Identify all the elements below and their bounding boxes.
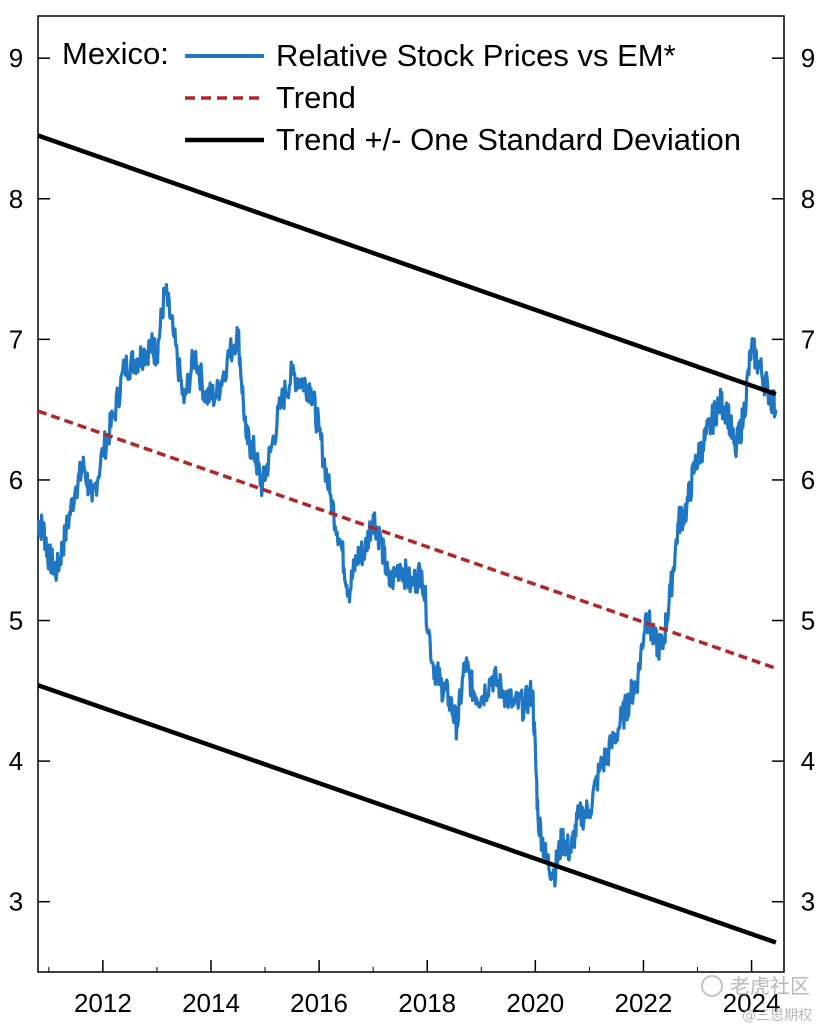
y-tick-label-left: 5 [9,606,23,636]
series-trend-plus-one-sd [37,133,777,397]
legend-label-std-dev: Trend +/- One Standard Deviation [276,122,741,157]
x-tick-label: 2016 [290,988,348,1018]
watermark: 老虎社区 @三思期权 [701,974,812,1024]
y-tick-label-right: 7 [801,324,815,354]
series-relative-stock-prices [36,283,778,888]
y-tick-label-left: 8 [9,184,23,214]
x-tick-label: 2012 [74,988,132,1018]
watermark-line1: 老虎社区 [730,974,810,998]
y-tick-label-right: 5 [801,606,815,636]
x-tick-label: 2024 [723,988,781,1018]
y-tick-label-left: 7 [9,324,23,354]
y-tick-label-left: 4 [9,746,23,776]
y-tick-label-right: 3 [801,887,815,917]
series-trend-minus-one-sd [37,683,777,945]
bottom-axis-ticks: 2012 2014 2016 2018 2020 2022 2024 [48,960,781,1018]
y-tick-label-right: 4 [801,746,815,776]
legend-label-trend: Trend [276,80,356,115]
plot-frame [37,15,785,973]
legend: Mexico: Relative Stock Prices vs EM* Tre… [62,36,741,157]
x-tick-label: 2022 [615,988,673,1018]
y-tick-label-left: 9 [9,43,23,73]
watermark-logo-icon [701,975,723,997]
watermark-line2: @三思期权 [742,1008,812,1024]
x-tick-label: 2018 [398,988,456,1018]
legend-label-relative-prices: Relative Stock Prices vs EM* [276,38,676,73]
left-axis-ticks: 3 4 5 6 7 8 9 [9,43,50,917]
series-trend [37,409,777,670]
y-tick-label-left: 6 [9,465,23,495]
y-tick-label-right: 8 [801,184,815,214]
series-layer [36,133,778,945]
y-tick-label-right: 9 [801,43,815,73]
x-tick-label: 2014 [182,988,240,1018]
y-tick-label-right: 6 [801,465,815,495]
right-axis-ticks: 3 4 5 6 7 8 9 [772,43,815,917]
x-tick-label: 2020 [506,988,564,1018]
legend-prefix: Mexico: [62,36,169,71]
y-tick-label-left: 3 [9,887,23,917]
